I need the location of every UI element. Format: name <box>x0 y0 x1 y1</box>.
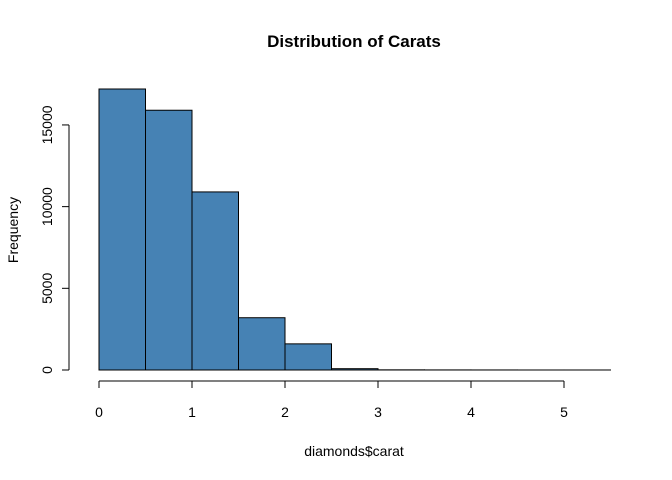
y-tick-label: 10000 <box>39 187 55 226</box>
x-tick-label: 2 <box>281 404 289 420</box>
y-ticks-group: 0 5000 10000 15000 <box>39 105 69 374</box>
x-tick-label: 1 <box>188 404 196 420</box>
x-tick-label: 4 <box>467 404 475 420</box>
x-ticks-group: 0 1 2 3 4 5 <box>95 381 568 420</box>
histogram-bar <box>191 191 239 371</box>
bars-group <box>98 88 611 371</box>
y-axis-label: Frequency <box>5 197 21 263</box>
histogram-bar <box>98 88 146 371</box>
y-tick-label: 15000 <box>39 105 55 144</box>
x-tick-label: 5 <box>560 404 568 420</box>
histogram-bar <box>145 109 193 371</box>
x-tick-label: 0 <box>95 404 103 420</box>
histogram-bar <box>331 368 379 371</box>
x-tick-label: 3 <box>374 404 382 420</box>
y-tick-label: 5000 <box>39 273 55 304</box>
x-axis-label: diamonds$carat <box>304 443 404 459</box>
histogram-bar <box>238 317 286 371</box>
histogram-bar <box>284 343 332 371</box>
chart-title: Distribution of Carats <box>267 32 441 51</box>
x-axis: 0 1 2 3 4 5 <box>95 380 568 420</box>
y-tick-label: 0 <box>39 366 55 374</box>
y-axis: 0 5000 10000 15000 <box>39 105 70 374</box>
